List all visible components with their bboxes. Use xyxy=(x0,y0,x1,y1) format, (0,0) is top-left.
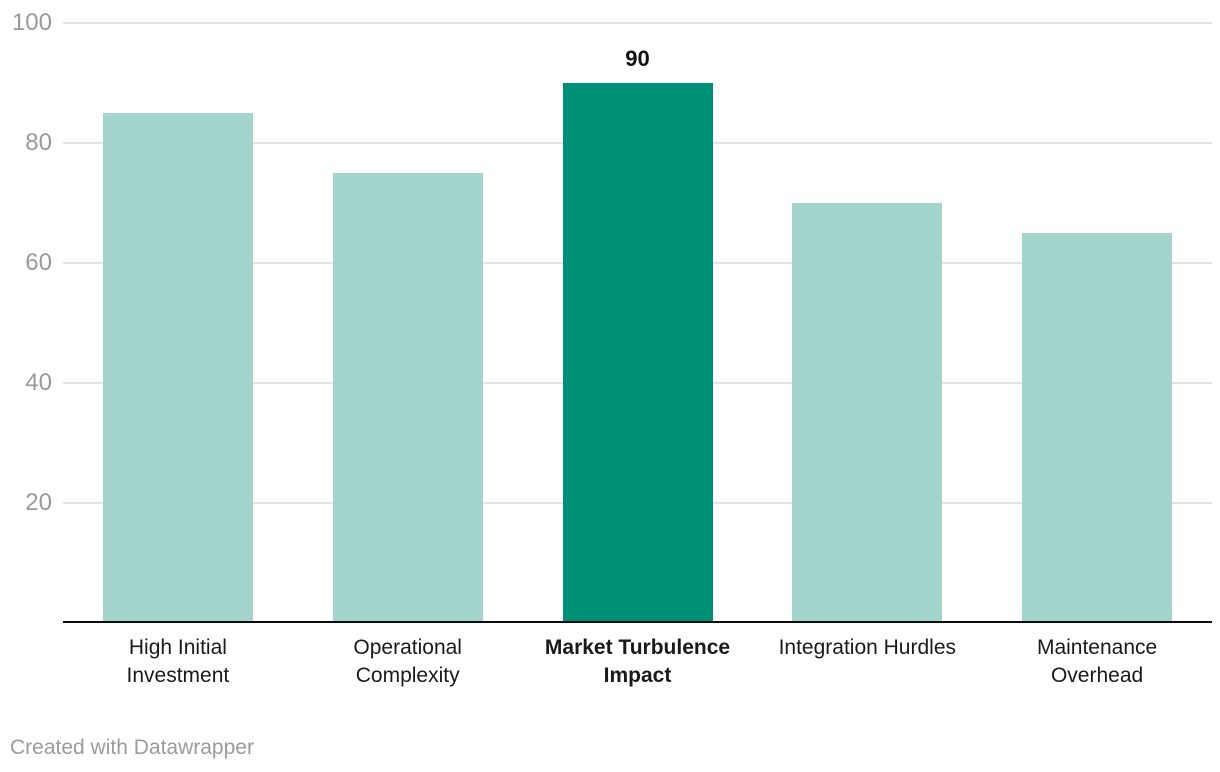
gridline-100 xyxy=(63,22,1212,24)
x-axis-line xyxy=(63,621,1212,623)
bar xyxy=(792,203,943,621)
category-label: High Initial Investment xyxy=(126,636,230,687)
y-tick-label-80: 80 xyxy=(25,129,52,156)
category-label: Market Turbulence Impact xyxy=(544,636,731,687)
y-tick-label-100: 100 xyxy=(11,9,52,36)
category-label: Maintenance Overhead xyxy=(1036,636,1158,687)
bar xyxy=(332,173,483,621)
y-tick-label-40: 40 xyxy=(25,369,52,396)
category-label: Operational Complexity xyxy=(353,636,462,687)
bar xyxy=(102,113,253,621)
category-label: Integration Hurdles xyxy=(778,636,956,659)
datawrapper-credit: Created with Datawrapper xyxy=(10,736,254,759)
value-label: 90 xyxy=(625,46,650,71)
y-tick-label-20: 20 xyxy=(25,489,52,516)
y-tick-label-60: 60 xyxy=(25,249,52,276)
bar xyxy=(1022,233,1173,621)
bar-highlighted xyxy=(562,83,713,621)
